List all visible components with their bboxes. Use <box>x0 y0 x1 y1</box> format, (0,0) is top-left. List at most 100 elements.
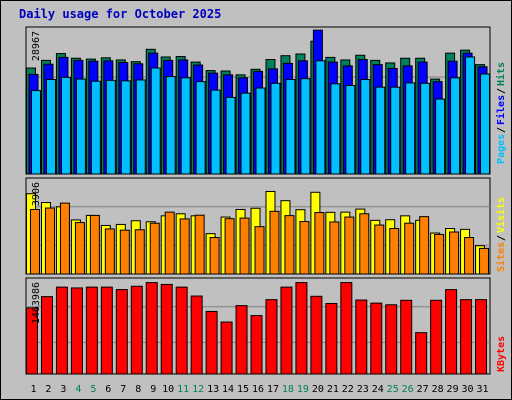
day-tick-label: 4 <box>75 384 81 395</box>
sites-bar <box>194 214 205 275</box>
day-tick-label: 3 <box>60 384 66 395</box>
pages-bar <box>150 67 161 175</box>
sites-bar <box>449 231 460 275</box>
pages-bar <box>315 60 326 175</box>
day-tick-label: 8 <box>135 384 141 395</box>
sites-bar <box>299 221 310 275</box>
kbytes-bar <box>85 286 98 375</box>
pages-bar <box>60 76 71 175</box>
kbytes-bar <box>205 310 218 375</box>
pages-bar <box>195 81 206 175</box>
pages-bar <box>45 79 56 175</box>
kbytes-bar <box>220 321 233 375</box>
pages-bar <box>450 77 461 175</box>
kbytes-bar <box>430 299 443 375</box>
pages-bar <box>285 79 296 175</box>
day-tick-label: 25 <box>387 384 399 395</box>
kbytes-bar <box>250 315 263 375</box>
kbytes-bar <box>26 307 38 375</box>
pages-bar <box>240 92 251 175</box>
kbytes-bar <box>340 282 353 375</box>
day-tick-label: 23 <box>357 384 369 395</box>
kbytes-bar <box>145 282 158 375</box>
pages-bar <box>165 76 176 175</box>
pages-bar <box>210 89 221 175</box>
chart-title: Daily usage for October 2025 <box>19 7 222 21</box>
kbytes-bar <box>475 299 488 375</box>
pages-bar <box>135 79 146 175</box>
pages-bar <box>75 78 86 175</box>
pages-bar <box>465 56 476 175</box>
sites-bar <box>479 247 490 275</box>
sites-bar <box>59 202 70 275</box>
pages-bar <box>120 80 131 175</box>
sites-bar <box>434 233 445 275</box>
day-tick-label: 16 <box>252 384 264 395</box>
kbytes-bar <box>100 286 113 375</box>
day-tick-label: 7 <box>120 384 126 395</box>
sites-bar <box>224 218 235 275</box>
day-tick-label: 27 <box>417 384 429 395</box>
panel-1-legend-separator: / <box>496 88 507 94</box>
sites-bar <box>329 221 340 275</box>
day-tick-label: 28 <box>432 384 444 395</box>
sites-bar <box>314 212 325 275</box>
panel-1-legend-hits: Hits <box>495 62 507 86</box>
sites-bar <box>89 214 100 275</box>
panel-3-ytick-label: 1463986 <box>31 282 42 324</box>
pages-bar <box>105 79 116 175</box>
sites-bar <box>269 210 280 275</box>
sites-bar <box>389 228 400 275</box>
pages-bar <box>300 78 311 175</box>
day-tick-label: 13 <box>207 384 219 395</box>
day-tick-label: 11 <box>177 384 189 395</box>
kbytes-bar <box>415 332 428 375</box>
kbytes-bar <box>280 286 293 375</box>
kbytes-bar <box>445 289 458 375</box>
pages-bar <box>270 82 281 175</box>
kbytes-bar <box>130 285 143 375</box>
sites-bar <box>239 217 250 275</box>
kbytes-bar <box>400 299 413 375</box>
kbytes-bar <box>115 289 128 375</box>
pages-bar <box>225 96 236 175</box>
sites-bar <box>464 237 475 275</box>
sites-bar <box>359 213 370 275</box>
pages-bar <box>480 73 491 175</box>
pages-bar <box>405 82 416 175</box>
day-tick-label: 9 <box>150 384 156 395</box>
day-tick-label: 21 <box>327 384 339 395</box>
kbytes-bar <box>190 295 203 375</box>
sites-bar <box>44 207 55 275</box>
kbytes-bar <box>370 302 383 375</box>
kbytes-bar <box>265 299 278 375</box>
day-tick-label: 17 <box>267 384 279 395</box>
sites-bar <box>209 237 220 275</box>
day-tick-label: 22 <box>342 384 354 395</box>
day-tick-label: 26 <box>402 384 414 395</box>
kbytes-bar <box>325 302 338 375</box>
day-tick-label: 12 <box>192 384 204 395</box>
pages-bar <box>31 90 41 175</box>
pages-bar <box>420 82 431 175</box>
day-tick-label: 18 <box>282 384 294 395</box>
panel-2-legend-separator: / <box>496 235 507 241</box>
panel-1-legend-separator: / <box>496 127 507 133</box>
pages-bar <box>390 86 401 175</box>
day-tick-label: 30 <box>462 384 474 395</box>
sites-bar <box>119 229 130 275</box>
day-tick-label: 2 <box>45 384 51 395</box>
day-tick-label: 19 <box>297 384 309 395</box>
pages-bar <box>180 77 191 175</box>
pages-bar <box>360 79 371 175</box>
kbytes-bar <box>355 299 368 375</box>
sites-bar <box>254 226 265 275</box>
pages-bar <box>90 80 101 175</box>
sites-bar <box>164 211 175 275</box>
sites-bar <box>344 216 355 275</box>
day-tick-label: 20 <box>312 384 324 395</box>
kbytes-bar <box>310 295 323 375</box>
sites-bar <box>104 228 115 275</box>
sites-bar <box>30 208 40 275</box>
